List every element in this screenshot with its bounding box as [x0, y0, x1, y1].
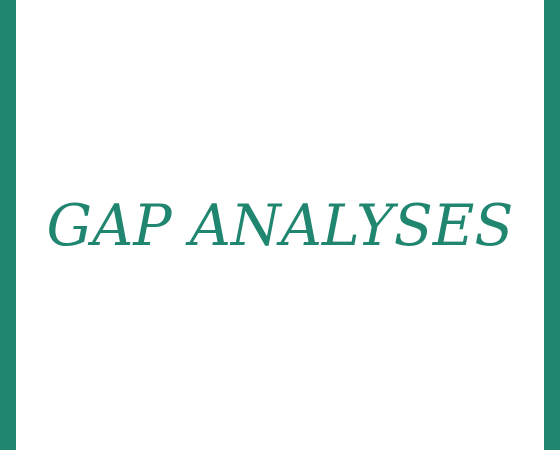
right-border-bar	[544, 0, 560, 450]
banner-title: GAP ANALYSES	[46, 193, 514, 259]
left-border-bar	[0, 0, 16, 450]
